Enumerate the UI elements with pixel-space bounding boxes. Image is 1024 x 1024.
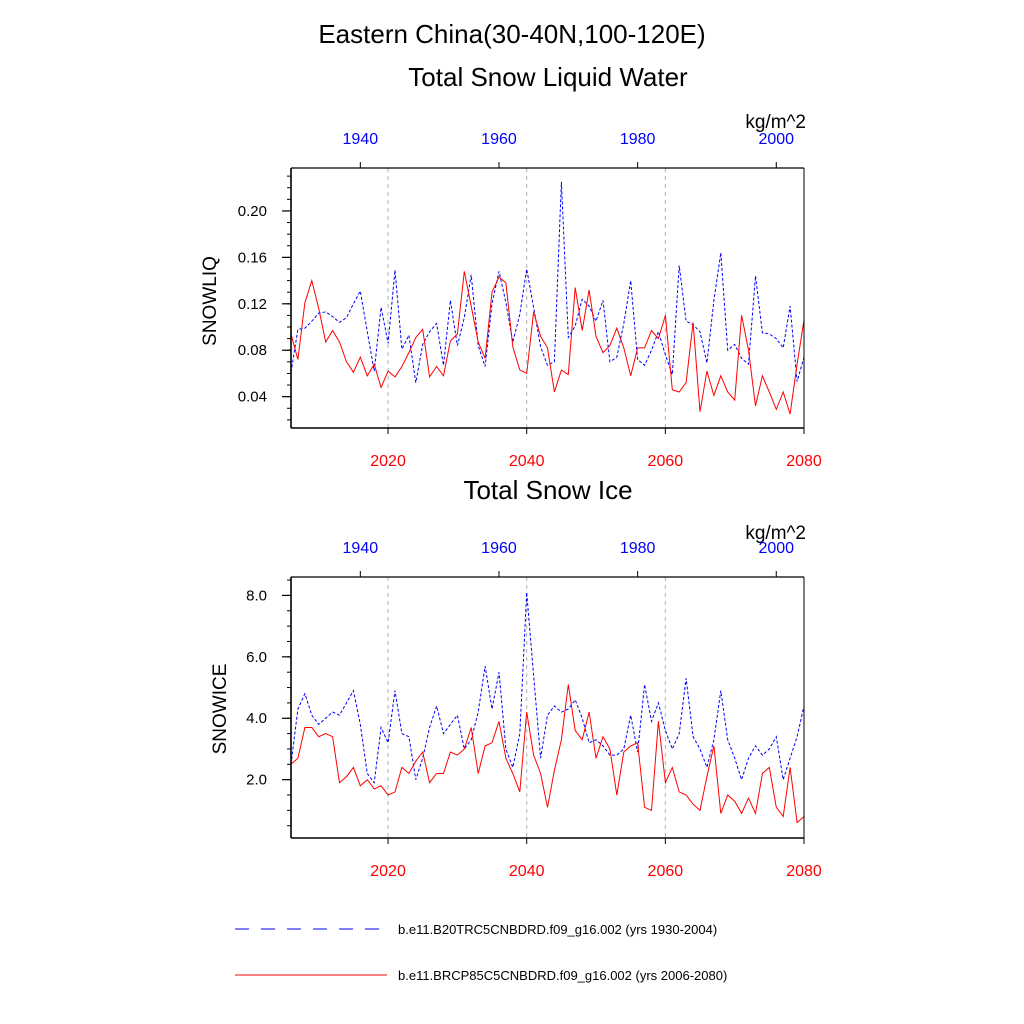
snowliq-y-tick-label: 0.12 bbox=[238, 296, 267, 313]
snowliq-y-tick-label: 0.08 bbox=[238, 342, 267, 359]
panel-snowice-title: Total Snow Ice bbox=[463, 475, 632, 505]
snowice-y-tick-label: 6.0 bbox=[246, 649, 267, 666]
panel-snowice-units: kg/m^2 bbox=[745, 523, 806, 544]
snowliq-series-historical-line bbox=[290, 181, 805, 383]
legend-label-rcp85: b.e11.BRCP85C5CNBDRD.f09_g16.002 (yrs 20… bbox=[398, 968, 727, 983]
snowice-x-top-tick-label: 1940 bbox=[343, 540, 379, 557]
snowice-x-top-tick-label: 1980 bbox=[620, 540, 656, 557]
snowice-x-top-tick-label: 1960 bbox=[481, 540, 517, 557]
panel-snowice-plot: 2.0 4.0 6.0 8.0 2020 2040 2060 2080 1940 1960 1980… bbox=[246, 540, 822, 880]
panel-snowliq: Total Snow Liquid Water kg/m^2 SNOWLIQ 0… bbox=[200, 62, 822, 470]
snowice-y-tick-label: 2.0 bbox=[246, 772, 267, 789]
snowice-series-historical-line bbox=[290, 592, 805, 784]
snowliq-series-rcp85-line bbox=[290, 271, 805, 415]
snowice-x-bottom-tick-label: 2020 bbox=[370, 863, 406, 880]
snowice-x-bottom-tick-label: 2040 bbox=[509, 863, 545, 880]
panel-snowice-ylabel: SNOWICE bbox=[210, 664, 231, 755]
snowliq-x-bottom-tick-label: 2040 bbox=[509, 453, 545, 470]
snowice-y-tick-label: 4.0 bbox=[246, 710, 267, 727]
snowliq-x-bottom-tick-label: 2080 bbox=[786, 453, 822, 470]
legend-label-historical: b.e11.B20TRC5CNBDRD.f09_g16.002 (yrs 193… bbox=[398, 922, 717, 937]
snowliq-x-top-tick-label: 1960 bbox=[481, 131, 517, 148]
panel-snowliq-plot: 0.04 0.08 0.12 0.16 0.20 2020 2040 2060 2080 1940… bbox=[238, 131, 822, 470]
snowliq-x-top-tick-label: 2000 bbox=[758, 131, 794, 148]
snowliq-x-top-tick-label: 1940 bbox=[343, 131, 379, 148]
snowliq-y-tick-label: 0.16 bbox=[238, 249, 267, 266]
figure-title: Eastern China(30-40N,100-120E) bbox=[318, 19, 705, 49]
legend: b.e11.B20TRC5CNBDRD.f09_g16.002 (yrs 193… bbox=[235, 922, 727, 983]
panel-snowliq-title: Total Snow Liquid Water bbox=[408, 62, 688, 92]
panel-snowliq-ylabel: SNOWLIQ bbox=[200, 256, 221, 346]
snowliq-x-top-tick-label: 1980 bbox=[620, 131, 656, 148]
snowliq-x-bottom-tick-label: 2020 bbox=[370, 453, 406, 470]
panel-snowliq-units: kg/m^2 bbox=[745, 112, 806, 133]
snowice-y-tick-label: 8.0 bbox=[246, 587, 267, 604]
snowice-x-bottom-tick-label: 2060 bbox=[648, 863, 684, 880]
snowliq-y-tick-label: 0.04 bbox=[238, 389, 267, 406]
panel-snowice: Total Snow Ice kg/m^2 SNOWICE 2.0 4.0 6.0 8… bbox=[210, 475, 822, 880]
snowice-x-bottom-tick-label: 2080 bbox=[786, 863, 822, 880]
snowliq-x-bottom-tick-label: 2060 bbox=[648, 453, 684, 470]
snowliq-y-tick-label: 0.20 bbox=[238, 203, 267, 220]
snowice-x-top-tick-label: 2000 bbox=[758, 540, 794, 557]
snowice-series-rcp85-line bbox=[290, 684, 805, 824]
